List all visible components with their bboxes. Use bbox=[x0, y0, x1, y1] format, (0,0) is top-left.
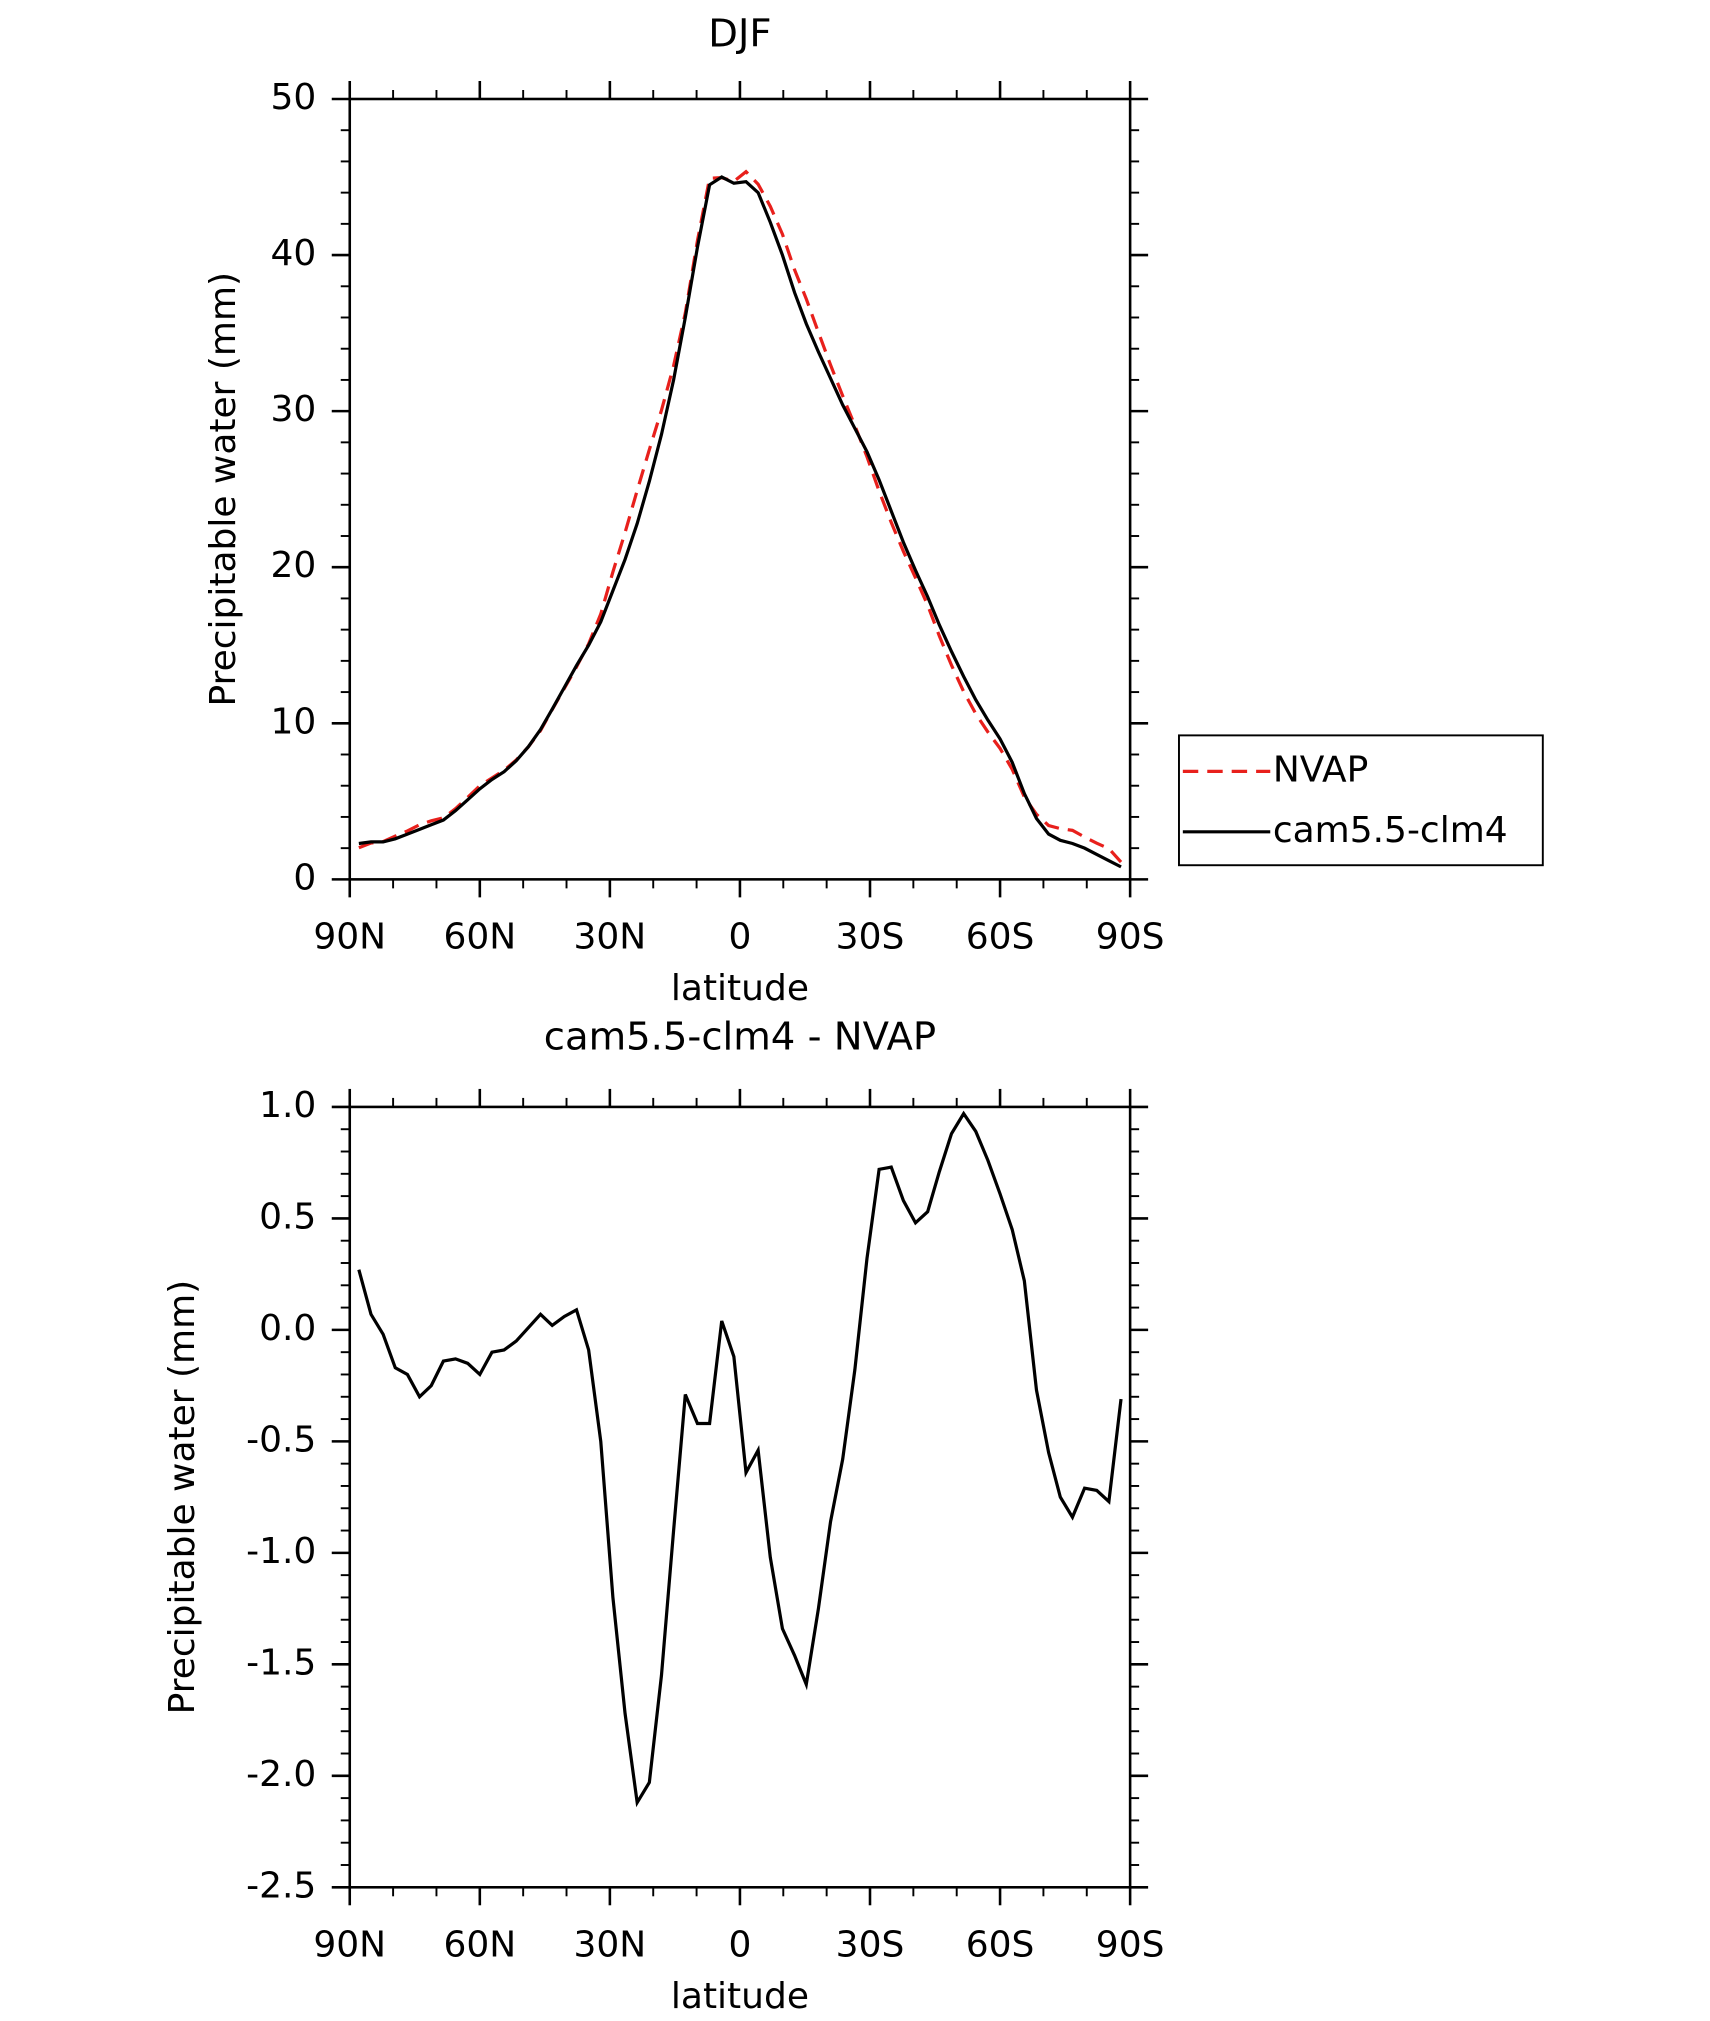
y-tick-label: -2.5 bbox=[246, 1865, 316, 1906]
x-axis-label: latitude bbox=[671, 968, 809, 1009]
chart-title: DJF bbox=[708, 11, 771, 56]
y-tick-label: -2.0 bbox=[246, 1754, 316, 1795]
y-tick-label: -1.0 bbox=[246, 1531, 316, 1572]
y-axis-label: Precipitable water (mm) bbox=[162, 1280, 203, 1715]
y-tick-label: 30 bbox=[271, 389, 317, 430]
y-axis-label: Precipitable water (mm) bbox=[203, 272, 244, 707]
y-tick-label: 50 bbox=[271, 77, 317, 118]
plot: cam5.5-clm4 - NVAP latitude Precipitable w… bbox=[162, 1014, 1165, 2017]
x-tick-label: 30N bbox=[574, 917, 647, 958]
y-tick-label: 10 bbox=[271, 701, 317, 742]
y-tick-label: -1.5 bbox=[246, 1642, 316, 1683]
x-tick-label: 90N bbox=[313, 917, 386, 958]
y-tick-label: 0.5 bbox=[259, 1196, 316, 1237]
y-tick-label: -0.5 bbox=[246, 1419, 316, 1460]
legend-label: NVAP bbox=[1273, 749, 1369, 790]
y-tick-label: 20 bbox=[271, 545, 317, 586]
x-axis-label: latitude bbox=[671, 1976, 809, 2017]
x-tick-label: 60N bbox=[443, 917, 516, 958]
legend-box bbox=[1178, 734, 1544, 867]
plot-frame bbox=[348, 1105, 1132, 1889]
y-tick-label: 40 bbox=[271, 233, 317, 274]
data-line bbox=[357, 1110, 1123, 1808]
legend-label: cam5.5-clm4 bbox=[1273, 810, 1508, 851]
x-tick-label: 90S bbox=[1096, 917, 1165, 958]
data-line bbox=[358, 169, 1123, 864]
x-tick-label: 60S bbox=[966, 917, 1035, 958]
x-tick-label: 30N bbox=[574, 1924, 647, 1965]
plot: DJF latitude Precipitable water (mm) 0 10 20 3… bbox=[203, 11, 1544, 1009]
x-tick-label: 60S bbox=[966, 1924, 1035, 1965]
x-tick-label: 90N bbox=[313, 1924, 386, 1965]
legend: NVAP cam5.5-clm4 bbox=[1178, 734, 1544, 867]
data-line bbox=[358, 175, 1122, 869]
plot-frame bbox=[348, 97, 1132, 881]
chart-title: cam5.5-clm4 - NVAP bbox=[544, 1014, 936, 1059]
y-tick-label: 1.0 bbox=[259, 1085, 316, 1126]
y-tick-label: 0.0 bbox=[259, 1308, 316, 1349]
x-tick-label: 90S bbox=[1096, 1924, 1165, 1965]
y-tick-label: 0 bbox=[293, 857, 316, 898]
x-tick-label: 60N bbox=[443, 1924, 516, 1965]
x-tick-label: 0 bbox=[728, 1924, 751, 1965]
x-tick-label: 0 bbox=[728, 917, 751, 958]
x-tick-label: 30S bbox=[836, 917, 905, 958]
x-tick-label: 30S bbox=[836, 1924, 905, 1965]
